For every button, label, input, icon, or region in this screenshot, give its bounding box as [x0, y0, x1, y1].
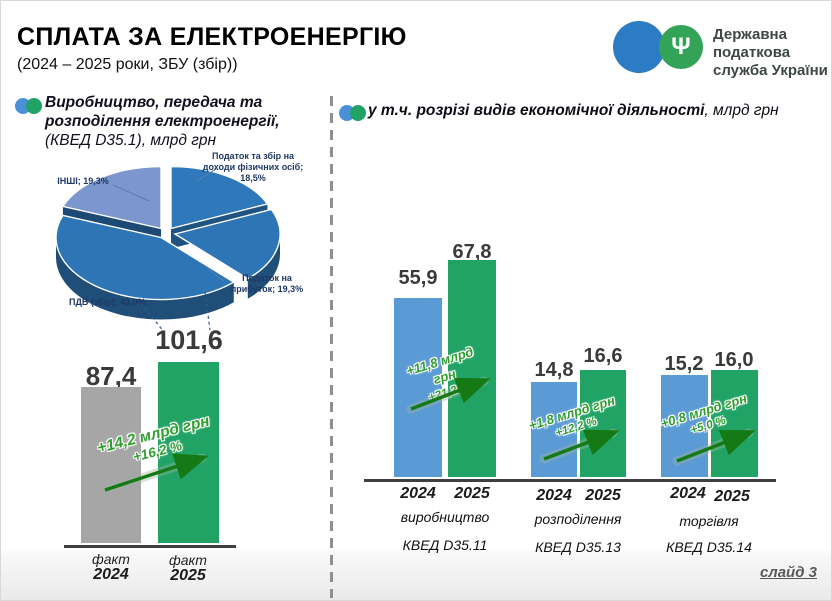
logo-org-line: служба України: [713, 62, 828, 79]
logo-org-line: податкова: [713, 44, 791, 61]
kved-label-d3514: КВЕД D35.14: [666, 539, 752, 555]
left-cat-year-2025: 2025: [170, 567, 206, 584]
trident-glyph: Ψ: [671, 33, 691, 60]
category-label-d3514: торгівля: [679, 513, 739, 529]
year-label: 2025: [585, 487, 621, 504]
slide-number: слайд 3: [760, 564, 817, 581]
kved-label-d3513: КВЕД D35.13: [535, 539, 621, 555]
logo-org-name: Державна податкова служба України: [713, 26, 828, 80]
pie-label-pdv: ПДВ (збір); 43,0%: [69, 297, 146, 307]
bar-value-d3514-2025: 16,0: [714, 349, 754, 371]
pie-label-inshi: ІНШІ; 19,3%: [57, 176, 109, 186]
footer-band: [1, 550, 831, 600]
page-title: СПЛАТА ЗА ЕЛЕКТРОЕНЕРГІЮ: [17, 23, 407, 51]
left-cat-fakt-2024: факт: [92, 551, 130, 567]
pie-leader-line: [112, 184, 150, 202]
bar-d3513-2024: [531, 382, 577, 477]
bar-value-2024-total: 87,4: [85, 361, 137, 391]
pie-label-pdfo: Податок та збір на доходи фізичних осіб;…: [202, 151, 304, 183]
legend-dot-green-icon: [26, 98, 42, 114]
legend-dot-green-icon: [350, 105, 366, 121]
bar-value-d3511-2025: 67,8: [452, 241, 492, 263]
left-cat-year-2024: 2024: [93, 566, 129, 583]
bar-value-2025-total: 101,6: [155, 325, 223, 355]
year-label: 2024: [670, 485, 706, 502]
year-label: 2024: [536, 487, 572, 504]
left-heading-line2: розподілення електроенергії,: [45, 113, 280, 130]
category-label-d3513: розподілення: [534, 511, 622, 527]
pie-total-connector: [204, 291, 211, 331]
pie-rim-wall: [55, 237, 234, 320]
logo-blue-circle-icon: [613, 21, 665, 73]
bar-value-d3511-2024: 55,9: [398, 267, 438, 289]
pie-label-prybutok: Податок на прибуток; 19,3%: [230, 273, 304, 294]
right-heading-label: у т.ч. розрізі видів економічної діяльно…: [368, 102, 705, 119]
pie-rim-wall: [247, 234, 280, 299]
bar-total-2025: [158, 362, 219, 543]
year-label: 2024: [400, 485, 436, 502]
pie-leader-line: [196, 168, 217, 182]
kved-label-d3511: КВЕД D35.11: [402, 537, 488, 553]
bar-value-d3513-2024: 14,8: [534, 359, 574, 381]
pie-slice-pdfo: [170, 165, 269, 230]
pie-slice-prybutok: [173, 208, 281, 280]
bar-value-d3513-2025: 16,6: [583, 345, 623, 367]
bar-d3511-2025: [448, 260, 496, 477]
logo-org-line: Державна: [713, 26, 787, 43]
left-heading-note: (КВЕД D35.1), млрд грн: [45, 132, 216, 149]
pie-leader-line: [207, 268, 225, 282]
left-cat-fakt-2025: факт: [169, 552, 207, 568]
left-section-heading: Виробництво, передача та розподілення ел…: [45, 93, 335, 150]
right-heading-note: , млрд грн: [704, 102, 779, 119]
pie-slice-inshi: [61, 165, 162, 230]
pie-total-connector: [140, 302, 165, 333]
left-chart-baseline: [64, 545, 236, 548]
tax-structure-pie-chart: [55, 165, 281, 333]
bar-value-d3514-2024: 15,2: [664, 353, 704, 375]
year-label: 2025: [714, 488, 750, 505]
logo-trident-icon: Ψ: [659, 25, 703, 69]
pie-slice-pdv: [55, 214, 236, 301]
category-label-d3511: виробництво: [400, 509, 490, 525]
left-heading-line1: Виробництво, передача та: [45, 94, 263, 111]
right-chart-baseline: [364, 479, 776, 482]
section-divider: [330, 96, 333, 598]
right-section-heading: у т.ч. розрізі видів економічної діяльно…: [368, 102, 808, 120]
year-label: 2025: [454, 485, 490, 502]
page-subtitle: (2024 – 2025 роки, ЗБУ (збір)): [17, 56, 238, 73]
